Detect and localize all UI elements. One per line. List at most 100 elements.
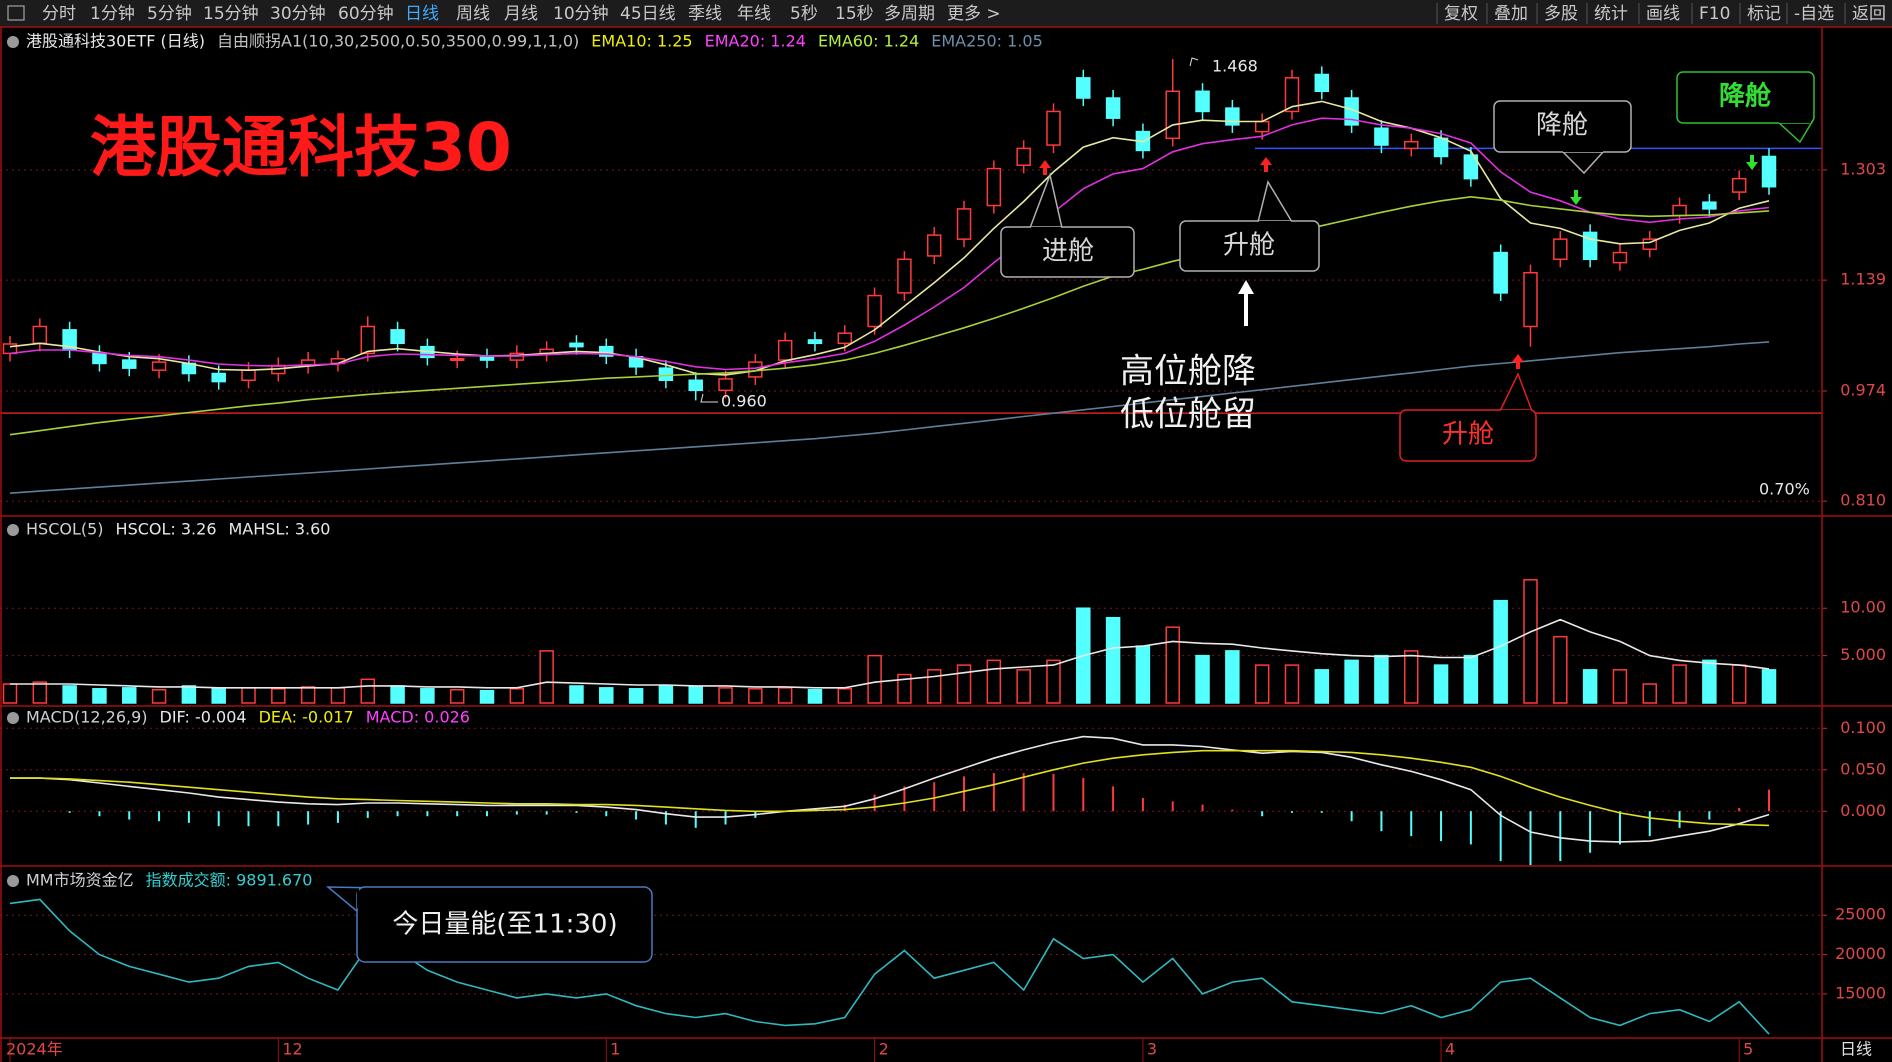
toolbar-item[interactable]: 30分钟 <box>270 4 326 24</box>
volume-bar <box>1105 616 1121 704</box>
volume-bar <box>539 650 554 704</box>
candle-body <box>1374 127 1389 146</box>
toolbar-item[interactable]: 10分钟 <box>553 4 609 24</box>
white-arrow <box>1238 280 1254 326</box>
toolbar-item[interactable]: 更多 > <box>947 4 1001 24</box>
candle-body <box>211 372 226 383</box>
volume-bar <box>1225 650 1240 704</box>
x-tick-label: 2024年 <box>6 1040 63 1059</box>
note-line: 高位舱降 <box>1120 352 1256 392</box>
toolbar-item[interactable]: 返回 <box>1852 4 1886 24</box>
volume-bar <box>1582 669 1598 704</box>
toolbar-item[interactable]: 月线 <box>504 4 538 24</box>
toolbar-item[interactable]: 15分钟 <box>203 4 259 24</box>
volume-bar <box>1612 669 1628 704</box>
toolbar-item[interactable]: 年线 <box>737 4 771 24</box>
toolbar-item[interactable]: 周线 <box>456 4 490 24</box>
volume-bar <box>837 688 853 704</box>
candle-body <box>1254 120 1270 133</box>
candle-body <box>688 379 703 392</box>
volume-bar <box>330 687 346 704</box>
candle-body <box>122 359 137 369</box>
callout-enter: 进舱 <box>1000 172 1135 278</box>
note-line: 低位舱留 <box>1120 395 1256 435</box>
candle-body <box>1761 155 1777 188</box>
panel-header: MACD(12,26,9) <box>26 708 148 727</box>
toolbar-item[interactable]: 日线 <box>405 4 439 24</box>
candle-body <box>956 208 972 240</box>
volume-bar <box>628 688 644 704</box>
volume-bar <box>271 688 286 704</box>
up-signal <box>1039 160 1051 175</box>
panel-header: 指数成交额: 9891.670 <box>146 871 313 890</box>
panel-header: HSCOL(5) <box>26 520 104 539</box>
x-tick-label: 4 <box>1445 1040 1455 1059</box>
toolbar-item[interactable]: 多周期 <box>884 4 935 24</box>
panel-header: EMA20: 1.24 <box>705 32 806 51</box>
toolbar-item[interactable]: 60分钟 <box>338 4 394 24</box>
candle-body <box>867 294 882 328</box>
signal-arrows <box>1039 155 1758 369</box>
menu-icon[interactable] <box>7 5 25 21</box>
candle-body <box>479 355 495 361</box>
candle-body <box>32 325 48 345</box>
toolbar-item[interactable]: 5秒 <box>790 4 818 24</box>
toolbar-item[interactable]: 统计 <box>1594 4 1628 24</box>
y-tick-label: 0.000 <box>1840 801 1886 820</box>
panel-header: DEA: -0.017 <box>259 708 354 727</box>
x-tick-label: 2 <box>879 1040 889 1059</box>
x-axis-tag: 日线 <box>1840 1040 1872 1059</box>
toolbar-item[interactable]: 叠加 <box>1494 4 1528 24</box>
toolbar-item[interactable]: 季线 <box>688 4 722 24</box>
toolbar-item[interactable]: 分时 <box>42 4 76 24</box>
candle-body <box>1582 231 1598 261</box>
panel-header: HSCOL: 3.26 <box>116 520 217 539</box>
candle-body <box>807 339 823 345</box>
volume-bar <box>1672 664 1687 704</box>
x-tick-label: 1 <box>610 1040 620 1059</box>
panel-header: 港股通科技30ETF (日线) <box>26 32 205 51</box>
series-line <box>10 749 1770 827</box>
volume-bar <box>1016 669 1031 704</box>
toolbar-item[interactable]: 45日线 <box>620 4 676 24</box>
toolbar-item[interactable]: 15秒 <box>835 4 874 24</box>
volume-bar <box>1403 650 1419 704</box>
y-tick-label: 15000 <box>1835 983 1886 1002</box>
candle-body <box>1314 73 1330 93</box>
panel-header: 自由顺拐A1(10,30,2500,0.50,3500,0.99,1,1,0) <box>217 32 579 51</box>
panel-header: MACD: 0.026 <box>366 708 470 727</box>
toolbar-item[interactable]: 复权 <box>1444 4 1478 24</box>
volume-bar <box>211 688 226 704</box>
volume-bar <box>1463 654 1479 704</box>
toolbar-item[interactable]: -自选 <box>1794 4 1834 24</box>
panel-header: EMA10: 1.25 <box>591 32 692 51</box>
toolbar-item[interactable]: 1分钟 <box>90 4 135 24</box>
candle-body <box>897 258 912 294</box>
toolbar-item[interactable]: 标记 <box>1747 4 1781 24</box>
callout-text: 进舱 <box>1042 237 1094 267</box>
y-tick-label: 5.000 <box>1840 645 1886 664</box>
volume-bar <box>1344 659 1359 704</box>
volume-bar <box>1523 579 1538 704</box>
callout-up-gray: 升舱 <box>1179 180 1320 272</box>
volume-bar <box>479 689 495 704</box>
toolbar-item[interactable]: 画线 <box>1646 4 1680 24</box>
candle-body <box>1642 238 1657 250</box>
candle-body <box>1403 140 1419 150</box>
callout-box <box>1179 220 1320 272</box>
panel-icon <box>7 712 19 724</box>
toolbar-item[interactable]: F10 <box>1699 4 1730 24</box>
arrow-head <box>1238 280 1254 294</box>
volume-bar <box>1493 599 1508 704</box>
toolbar-item[interactable]: 5分钟 <box>147 4 192 24</box>
candle-body <box>151 361 167 371</box>
y-tick-label: 0.050 <box>1840 759 1886 778</box>
volume-bar <box>1165 626 1180 704</box>
volume-bar <box>360 678 376 704</box>
volume-bar <box>151 688 167 704</box>
volume-bar <box>1135 645 1151 704</box>
candle-body <box>777 339 793 361</box>
volume-bar <box>62 685 77 704</box>
callout-text: 升舱 <box>1223 231 1275 261</box>
toolbar-item[interactable]: 多股 <box>1544 4 1578 24</box>
